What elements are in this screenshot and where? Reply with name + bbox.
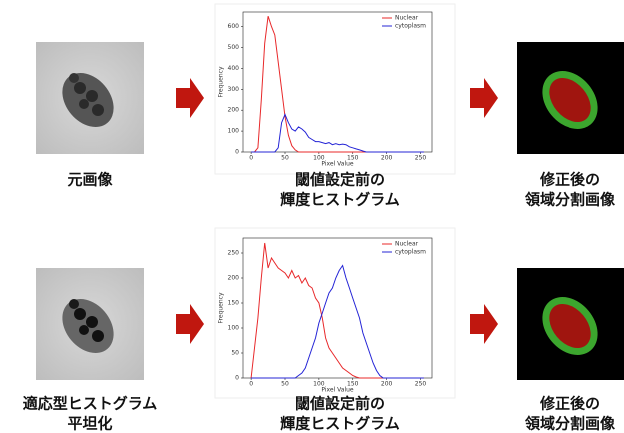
x-tick-label: 0 <box>249 155 253 162</box>
y-tick-label: 0 <box>235 375 239 382</box>
legend-label: Nuclear <box>395 15 419 22</box>
caption: 輝度ヒストグラム <box>280 415 400 433</box>
legend-label: cytoplasm <box>395 249 426 256</box>
y-tick-label: 600 <box>228 23 240 30</box>
y-tick-label: 200 <box>228 275 240 282</box>
caption: 修正後の <box>539 395 600 413</box>
caption: 領域分割画像 <box>525 415 616 433</box>
y-tick-label: 300 <box>228 86 240 93</box>
x-tick-label: 250 <box>415 381 427 388</box>
y-tick-label: 100 <box>228 325 240 332</box>
chart-background <box>215 4 455 174</box>
x-axis-label: Pixel Value <box>321 387 354 394</box>
caption: 平坦化 <box>67 415 112 433</box>
y-axis-label: Frequency <box>218 292 225 323</box>
legend-label: Nuclear <box>395 241 419 248</box>
caption: 輝度ヒストグラム <box>280 191 400 209</box>
caption: 閾値設定前の <box>295 171 385 189</box>
input-image-2 <box>36 268 144 380</box>
x-tick-label: 200 <box>381 381 393 388</box>
x-axis-label: Pixel Value <box>321 161 354 168</box>
x-tick-label: 50 <box>281 381 289 388</box>
legend-label: cytoplasm <box>395 23 426 30</box>
x-tick-label: 50 <box>281 155 289 162</box>
input-image-1 <box>36 42 144 154</box>
y-tick-label: 0 <box>235 149 239 156</box>
caption: 閾値設定前の <box>295 395 385 413</box>
y-tick-label: 150 <box>228 300 240 307</box>
output-image-2 <box>517 268 624 380</box>
caption: 修正後の <box>539 171 600 189</box>
caption: 領域分割画像 <box>525 191 616 209</box>
x-tick-label: 0 <box>249 381 253 388</box>
y-axis-label: Frequency <box>218 66 225 97</box>
output-image-1 <box>517 42 624 154</box>
caption: 適応型ヒストグラム <box>23 395 158 413</box>
y-tick-label: 500 <box>228 44 240 51</box>
x-tick-label: 250 <box>415 155 427 162</box>
y-tick-label: 250 <box>228 250 240 257</box>
y-tick-label: 200 <box>228 107 240 114</box>
y-tick-label: 400 <box>228 65 240 72</box>
y-tick-label: 50 <box>231 350 239 357</box>
y-tick-label: 100 <box>228 128 240 135</box>
caption: 元画像 <box>67 171 113 189</box>
figure: 0501001502002500100200300400500600Pixel … <box>0 0 624 433</box>
x-tick-label: 200 <box>381 155 393 162</box>
